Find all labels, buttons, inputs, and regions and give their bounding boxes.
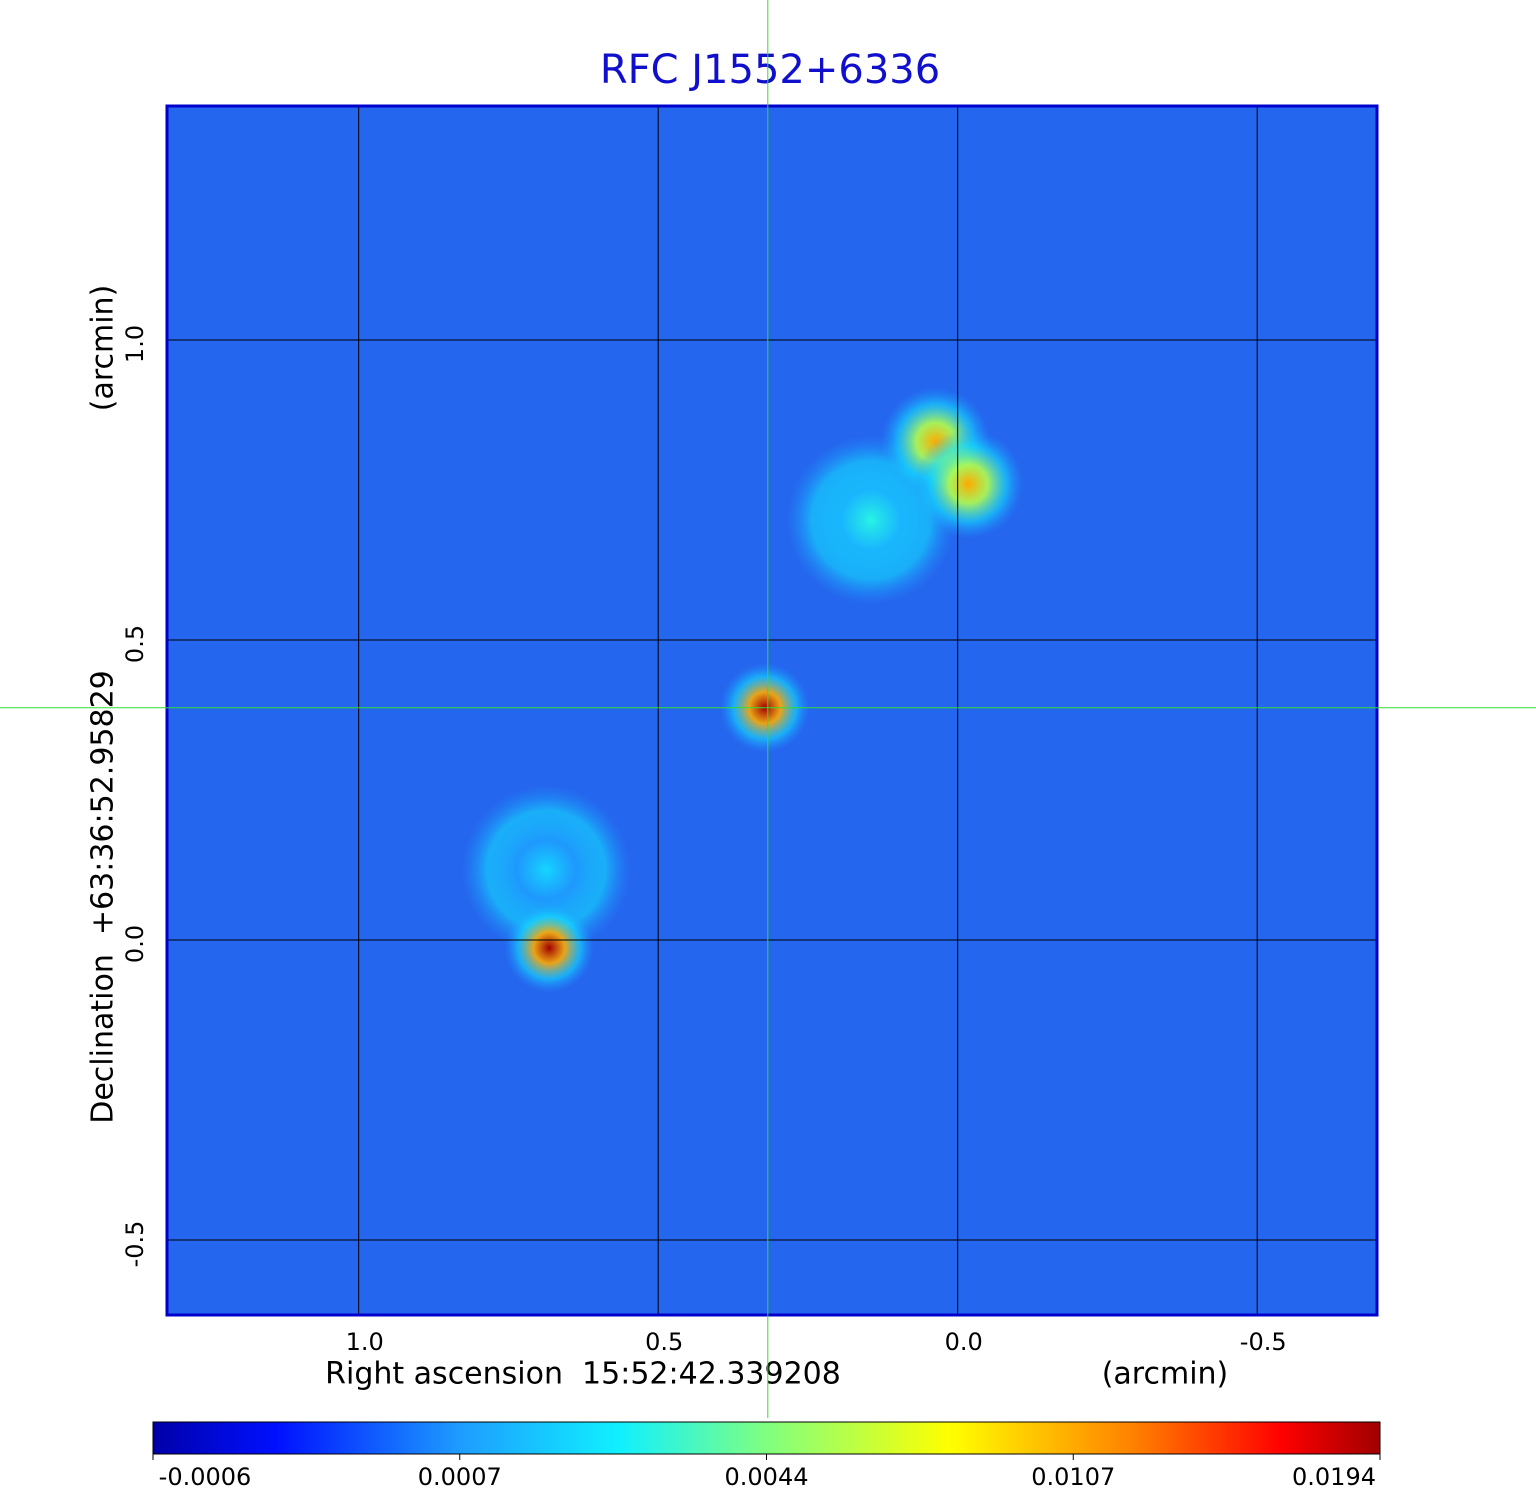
y-axis-unit: (arcmin) [86,285,121,412]
colorbar-tick-label: 0.0044 [725,1463,809,1491]
y-tick-label: 1.0 [121,325,149,363]
source [461,784,632,955]
plot-area [165,104,1379,1317]
x-axis-label: Right ascension 15:52:42.339208 [325,1357,841,1392]
x-tick-label: 0.0 [945,1328,983,1356]
x-tick-label: 0.5 [645,1328,683,1356]
plot-frame [165,104,1379,1317]
y-tick-label: 0.0 [121,925,149,963]
y-axis-label: Declination +63:36:52.95829 [86,670,121,1124]
y-tick-label: 0.5 [121,625,149,663]
x-axis-unit: (arcmin) [1102,1357,1229,1392]
source [504,902,595,993]
colorbar-tick-label: -0.0006 [159,1463,252,1491]
colorbar-tick-label: 0.0194 [1292,1463,1376,1491]
x-tick-label: -0.5 [1240,1328,1287,1356]
colorbar-tick-label: 0.0107 [1031,1463,1115,1491]
colorbar [152,1421,1381,1455]
colorbar-tick-label: 0.0007 [418,1463,502,1491]
y-tick-label: -0.5 [121,1221,149,1268]
x-tick-label: 1.0 [346,1328,384,1356]
chart-title: RFC J1552+6336 [600,47,940,93]
source [913,429,1024,539]
